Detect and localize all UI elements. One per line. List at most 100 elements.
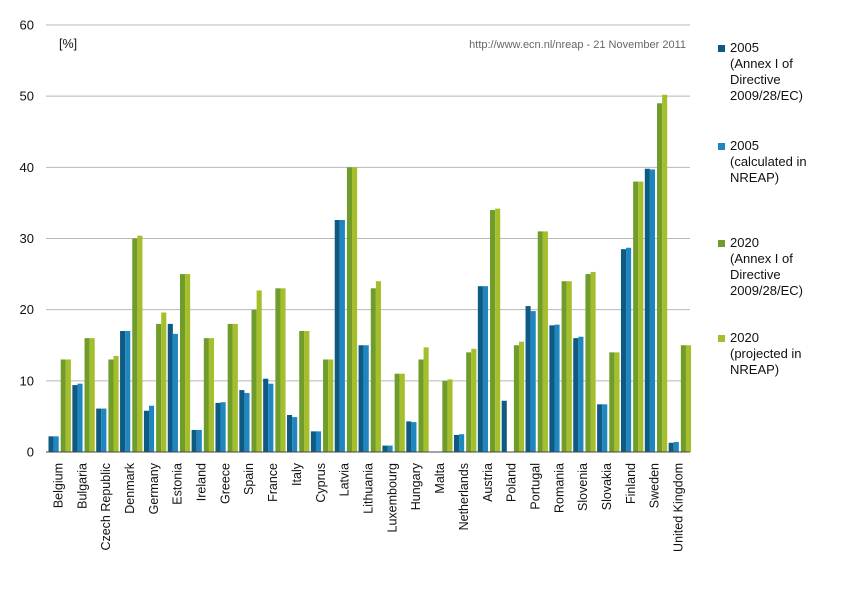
bar: [65, 359, 71, 452]
bar: [334, 219, 340, 452]
x-tick-label: Lithuania: [362, 463, 376, 514]
bar: [215, 402, 221, 452]
legend-label: Directive: [730, 267, 781, 282]
bar: [525, 306, 531, 452]
x-tick-label: Spain: [242, 463, 256, 495]
bar: [108, 359, 114, 452]
bar: [680, 345, 686, 452]
bar: [447, 379, 453, 452]
y-tick-label: 60: [20, 18, 34, 33]
bar: [125, 331, 131, 452]
y-axis-ticks: 0 10 20 30 40 50 60: [20, 18, 34, 460]
x-tick-label: Luxembourg: [385, 463, 399, 533]
y-tick-label: 30: [20, 231, 34, 246]
x-tick-label: Slovakia: [600, 463, 614, 510]
x-tick-label: Finland: [624, 463, 638, 504]
bar: [280, 288, 286, 452]
x-tick-label: Belgium: [51, 463, 65, 508]
bar: [466, 352, 472, 452]
bar: [668, 442, 674, 452]
legend-swatch: [718, 45, 725, 52]
bar: [346, 167, 353, 453]
legend-item: 2020 (Annex I of Directive 2009/28/EC): [718, 235, 803, 299]
bar: [161, 312, 167, 452]
bar: [328, 359, 334, 452]
bar: [597, 404, 603, 452]
bar: [685, 345, 692, 452]
y-tick-label: 0: [27, 445, 34, 460]
x-tick-label: Latvia: [338, 463, 352, 496]
bar: [471, 348, 477, 452]
bar: [585, 274, 591, 452]
bar: [542, 231, 548, 452]
legend-label: 2009/28/EC): [730, 283, 803, 298]
legend-label: 2009/28/EC): [730, 88, 803, 103]
x-tick-label: Estonia: [171, 463, 185, 505]
legend-label: (Annex I of: [730, 56, 793, 71]
x-tick-label: Italy: [290, 462, 304, 486]
x-tick-label: Germany: [147, 462, 161, 514]
bar: [423, 347, 429, 452]
x-tick-label: Austria: [481, 463, 495, 502]
bar: [77, 383, 83, 452]
bar: [310, 431, 316, 452]
bar: [232, 323, 238, 452]
x-tick-label: United Kingdom: [672, 463, 686, 552]
bar: [566, 281, 572, 452]
x-tick-label: Slovenia: [576, 463, 590, 511]
legend-label: 2005: [730, 40, 759, 55]
bar: [292, 417, 298, 452]
bar: [573, 338, 579, 452]
y-tick-label: 50: [20, 89, 34, 104]
bar: [418, 359, 424, 452]
bar: [649, 169, 655, 453]
bar: [179, 274, 186, 452]
legend-label: NREAP): [730, 362, 780, 377]
bar: [411, 422, 417, 452]
x-axis-labels: Belgium Bulgaria Czech Republic Denmark Germ…: [51, 462, 685, 552]
bar: [120, 331, 126, 452]
bar: [227, 323, 233, 452]
bar: [382, 445, 388, 452]
x-tick-label: Denmark: [123, 462, 137, 513]
bar: [132, 238, 138, 452]
legend-item: 2020 (projected in NREAP): [718, 330, 802, 378]
bar: [399, 373, 405, 452]
legend-item: 2005 (calculated in NREAP): [718, 138, 807, 186]
bar: [561, 281, 567, 452]
bar: [590, 271, 596, 452]
bar: [554, 324, 560, 452]
bar: [518, 341, 525, 452]
bar: [602, 404, 608, 452]
x-tick-label: France: [266, 463, 280, 502]
bar: [185, 274, 191, 452]
bar: [614, 352, 620, 452]
bar: [537, 231, 543, 452]
bar: [149, 405, 155, 452]
bar: [315, 431, 322, 452]
legend-label: (projected in: [730, 346, 802, 361]
y-tick-label: 20: [20, 302, 34, 317]
x-tick-label: Portugal: [528, 463, 542, 510]
bar: [477, 286, 483, 452]
bar: [370, 288, 376, 452]
legend-label: 2020: [730, 235, 759, 250]
bar: [263, 378, 269, 452]
bar: [203, 338, 209, 452]
bar: [375, 281, 381, 452]
unit-label: [%]: [59, 37, 77, 51]
bar: [137, 235, 143, 452]
bars: [48, 94, 692, 453]
bar: [191, 429, 197, 452]
bar: [495, 208, 501, 452]
bar: [220, 402, 226, 452]
bar: [482, 286, 489, 452]
x-tick-label: Bulgaria: [75, 463, 89, 509]
legend-label: Directive: [730, 72, 781, 87]
bar: [387, 445, 393, 452]
bar: [513, 345, 519, 452]
bar: [578, 336, 584, 452]
x-tick-label: Ireland: [195, 463, 209, 501]
x-tick-label: Cyprus: [314, 463, 328, 503]
bar: [453, 434, 460, 452]
